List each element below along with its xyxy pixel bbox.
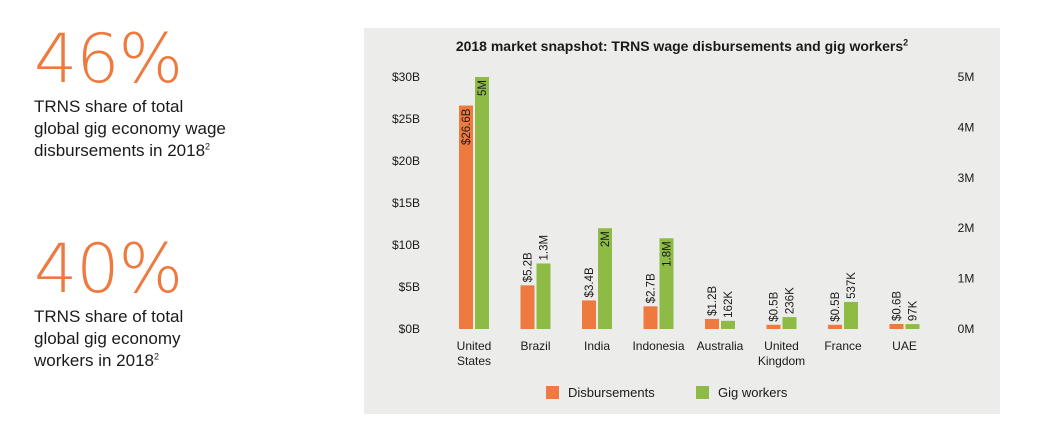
- bar-disbursements: [459, 105, 473, 329]
- y-right-tick-label: 2M: [958, 221, 975, 235]
- y-right-tick-label: 3M: [958, 171, 975, 185]
- bar-gig-workers: [475, 77, 489, 329]
- chart-title: 2018 market snapshot: TRNS wage disburse…: [364, 38, 1000, 54]
- y-right-tick-label: 0M: [958, 322, 975, 336]
- stat-desc-text: disbursements in 2018: [34, 141, 206, 160]
- category-label: Brazil: [520, 339, 550, 353]
- data-label: $0.5B: [769, 291, 781, 321]
- bar-gig-workers: [844, 301, 858, 329]
- data-label: 97K: [908, 300, 920, 321]
- bar-gig-workers: [598, 228, 612, 329]
- y-right-tick-label: 1M: [958, 272, 975, 286]
- category-label: States: [457, 354, 491, 368]
- bar-disbursements: [766, 324, 781, 329]
- chart-title-text: 2018 market snapshot: TRNS wage disburse…: [455, 38, 904, 54]
- data-label: 2M: [600, 231, 612, 247]
- data-label: $0.6B: [892, 291, 904, 321]
- y-left-tick-label: $20B: [392, 154, 420, 168]
- stat-description: TRNS share of total global gig economy w…: [34, 306, 334, 372]
- stat-value: 46%: [34, 20, 183, 99]
- bar-gig-workers: [782, 317, 797, 329]
- bar-disbursements: [520, 285, 535, 329]
- stat-desc-line: workers in 20182: [34, 350, 334, 372]
- data-label: 537K: [846, 272, 858, 299]
- bar-disbursements: [889, 323, 904, 329]
- y-left-tick-label: $15B: [392, 196, 420, 210]
- footnote-marker: 2: [903, 37, 909, 48]
- data-label: 236K: [785, 287, 797, 314]
- data-label: 1.3M: [539, 235, 551, 261]
- stat-desc-line: disbursements in 20182: [34, 140, 334, 162]
- stat-desc-line: global gig economy: [34, 329, 181, 348]
- stat-desc-line: TRNS share of total: [34, 307, 184, 326]
- chart-panel: 2018 market snapshot: TRNS wage disburse…: [364, 28, 1000, 414]
- legend-label: Disbursements: [568, 385, 655, 400]
- bar-gig-workers: [659, 238, 674, 329]
- category-label: Kingdom: [758, 354, 805, 368]
- data-label: 5M: [477, 80, 489, 96]
- y-right-tick-label: 5M: [958, 70, 975, 84]
- data-label: $26.6B: [461, 108, 473, 145]
- data-label: $2.7B: [646, 273, 658, 303]
- bar-disbursements: [828, 324, 842, 329]
- y-left-tick-label: $0B: [399, 322, 420, 336]
- category-label: United: [764, 339, 799, 353]
- y-left-tick-label: $25B: [392, 112, 420, 126]
- bar-chart: $0B$5B$10B$15B$20B$25B$30B0M1M2M3M4M5M$2…: [392, 70, 975, 400]
- bar-gig-workers: [721, 320, 735, 329]
- data-label: $0.5B: [830, 291, 842, 321]
- stat-worker-share: 40% TRNS share of total global gig econo…: [34, 236, 334, 372]
- data-label: 1.8M: [662, 241, 674, 267]
- footnote-marker: 2: [154, 351, 160, 362]
- category-label: France: [824, 339, 862, 353]
- footnote-marker: 2: [205, 141, 211, 152]
- bar-disbursements: [705, 318, 719, 329]
- category-label: India: [584, 339, 610, 353]
- bar-gig-workers: [905, 324, 920, 329]
- stat-value: 40%: [34, 230, 183, 309]
- legend-swatch: [546, 386, 559, 399]
- category-label: Indonesia: [632, 339, 684, 353]
- legend-swatch: [696, 386, 709, 399]
- y-left-tick-label: $5B: [399, 280, 420, 294]
- bar-gig-workers: [536, 263, 551, 329]
- data-label: $1.2B: [707, 286, 719, 316]
- category-label: Australia: [697, 339, 744, 353]
- stat-description: TRNS share of total global gig economy w…: [34, 96, 334, 162]
- stat-wage-share: 46% TRNS share of total global gig econo…: [34, 26, 334, 162]
- category-label: United: [457, 339, 492, 353]
- data-label: $5.2B: [523, 252, 535, 282]
- y-right-tick-label: 4M: [958, 120, 975, 134]
- category-label: UAE: [892, 339, 917, 353]
- stat-desc-text: workers in 2018: [34, 351, 155, 370]
- y-left-tick-label: $30B: [392, 70, 420, 84]
- stat-desc-line: global gig economy wage: [34, 119, 226, 138]
- stat-desc-line: TRNS share of total: [34, 97, 184, 116]
- bar-disbursements: [643, 306, 658, 329]
- data-label: 162K: [723, 291, 735, 318]
- data-label: $3.4B: [584, 267, 596, 297]
- legend-label: Gig workers: [718, 385, 788, 400]
- y-left-tick-label: $10B: [392, 238, 420, 252]
- bar-disbursements: [582, 300, 596, 329]
